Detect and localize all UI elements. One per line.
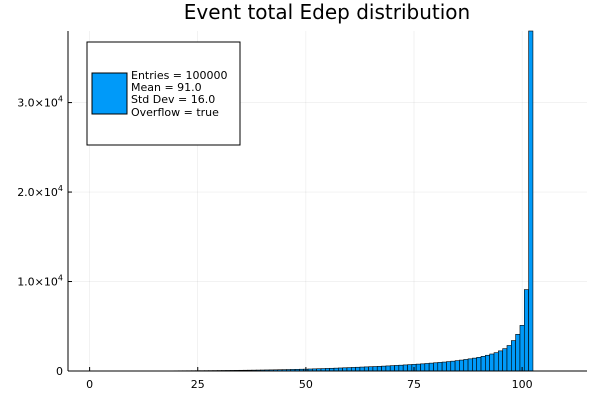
histogram-bar [503, 349, 507, 371]
legend: Entries = 100000 Mean = 91.0 Std Dev = 1… [87, 42, 240, 145]
y-tick-exponent: 4 [58, 184, 63, 193]
histogram-bar [360, 367, 364, 371]
histogram-bar [516, 334, 520, 371]
y-tick-mantissa: 0 [56, 365, 63, 378]
histogram-bar [520, 325, 524, 371]
histogram-bar [416, 364, 420, 371]
y-tick-label: 2.0×104 [17, 184, 63, 199]
histogram-bar [485, 355, 489, 371]
histogram-bar [382, 366, 386, 371]
x-tick-label: 25 [191, 378, 205, 391]
legend-swatch [92, 73, 127, 114]
histogram-bar [498, 351, 502, 371]
chart-title: Event total Edep distribution [184, 0, 470, 24]
histogram-bar [403, 365, 407, 371]
histogram-bar [446, 362, 450, 371]
histogram-bar [429, 363, 433, 371]
histogram-bar [442, 362, 446, 371]
y-tick-mantissa: 1.0×10 [17, 276, 58, 289]
histogram-bar [364, 367, 368, 371]
histogram-bar [472, 358, 476, 371]
x-tick-label: 0 [86, 378, 93, 391]
histogram-bar [351, 367, 355, 371]
histogram-bar [433, 363, 437, 371]
histogram-bar [395, 365, 399, 371]
y-tick-label: 0 [56, 365, 63, 378]
x-tick-label: 50 [299, 378, 313, 391]
histogram-bar [425, 363, 429, 371]
histogram-bar [468, 359, 472, 371]
legend-stddev: Std Dev = 16.0 [131, 93, 215, 106]
histogram-bar [377, 366, 381, 371]
histogram-bar [390, 366, 394, 371]
legend-overflow: Overflow = true [131, 106, 219, 119]
histogram-bar [451, 361, 455, 371]
histogram-bar [455, 361, 459, 371]
histogram-bar [507, 346, 511, 372]
x-tick-label: 75 [407, 378, 421, 391]
histogram-bar [356, 367, 360, 371]
histogram-bar [477, 357, 481, 371]
histogram-bar [420, 364, 424, 371]
histogram-bar [459, 360, 463, 371]
histogram-bar [481, 356, 485, 371]
y-tick-label: 1.0×104 [17, 274, 63, 289]
x-tick-label: 100 [512, 378, 533, 391]
histogram-bar [399, 365, 403, 371]
histogram-bar [490, 354, 494, 371]
y-tick-exponent: 4 [58, 274, 63, 283]
histogram-bar [386, 366, 390, 371]
histogram-bar [511, 341, 515, 371]
y-tick-label: 3.0×104 [17, 95, 63, 110]
histogram-bar [347, 368, 351, 371]
histogram-bar [524, 290, 528, 371]
histogram-bar [529, 31, 533, 371]
y-tick-mantissa: 3.0×10 [17, 97, 58, 110]
histogram-bar [408, 365, 412, 371]
histogram-bar [438, 362, 442, 371]
histogram-bar [373, 367, 377, 371]
histogram-bar [464, 359, 468, 371]
y-tick-exponent: 4 [58, 95, 63, 104]
y-tick-mantissa: 2.0×10 [17, 186, 58, 199]
histogram-bar [494, 353, 498, 371]
histogram-bar [369, 367, 373, 371]
